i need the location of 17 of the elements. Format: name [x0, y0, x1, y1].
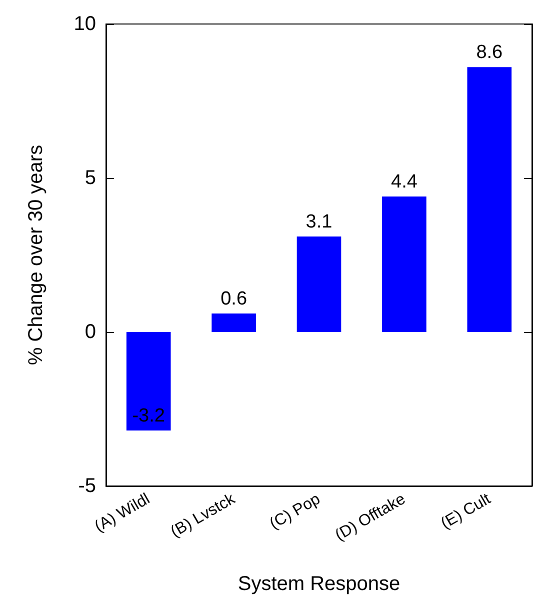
y-axis-title: % Change over 30 years — [25, 144, 47, 366]
data-label: -3.2 — [132, 406, 165, 427]
x-axis-title: System Response — [238, 573, 400, 595]
data-label: 8.6 — [476, 42, 503, 64]
y-tick-label: 10 — [74, 13, 96, 35]
bar — [126, 332, 171, 431]
data-label: 0.6 — [220, 288, 248, 310]
y-tick-label: 0 — [84, 321, 96, 343]
bar — [467, 67, 512, 332]
y-tick-label: 5 — [84, 167, 96, 189]
bar — [382, 196, 426, 332]
data-label: 3.1 — [306, 212, 332, 233]
x-tick-label: (E) Cult — [438, 490, 494, 532]
bar — [212, 314, 256, 332]
data-label: 4.4 — [390, 171, 418, 192]
bar — [296, 236, 342, 332]
x-tick-label: (C) Pop — [267, 490, 324, 533]
